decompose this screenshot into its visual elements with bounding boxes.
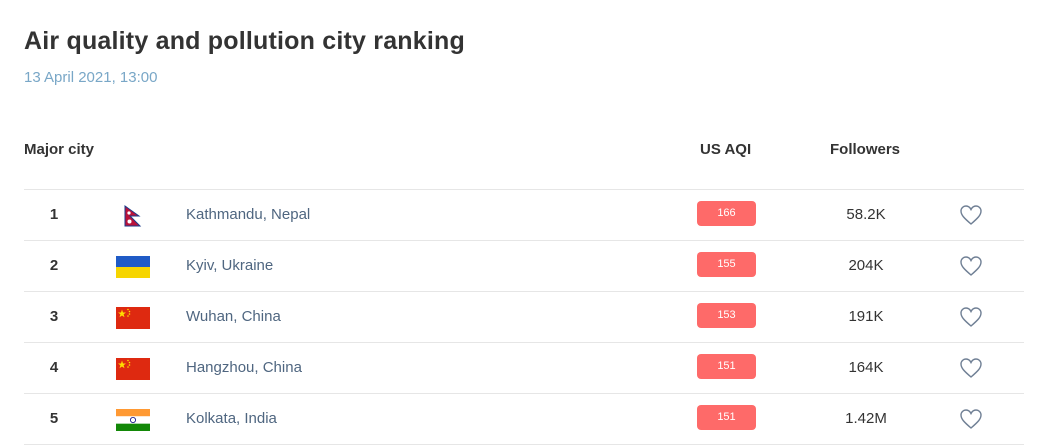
followers-count: 58.2K <box>846 206 886 223</box>
city-name[interactable]: Wuhan, China <box>186 308 281 325</box>
china-flag-icon <box>116 358 150 380</box>
city-name[interactable]: Kathmandu, Nepal <box>186 206 311 223</box>
heart-icon[interactable] <box>959 306 983 328</box>
table-row: 1 Kathmandu, Nepal 166 58.2K <box>24 189 1024 240</box>
followers-count: 1.42M <box>845 410 887 427</box>
ranking-table: 1 Kathmandu, Nepal 166 58.2K 2 Kyiv, Ukr… <box>24 189 1024 445</box>
aqi-badge: 155 <box>697 252 756 277</box>
table-row: 4 Hangzhou, China 151 164K <box>24 342 1024 393</box>
table-row: 5 Kolkata, India 151 1.42M <box>24 393 1024 445</box>
city-name[interactable]: Hangzhou, China <box>186 359 302 376</box>
followers-count: 204K <box>848 257 884 274</box>
aqi-badge: 166 <box>697 201 756 226</box>
ukraine-flag-icon <box>116 256 150 278</box>
rank-number: 2 <box>49 257 59 274</box>
city-name[interactable]: Kyiv, Ukraine <box>186 257 274 274</box>
city-name[interactable]: Kolkata, India <box>186 410 277 427</box>
aqi-badge: 151 <box>697 405 756 430</box>
aqi-badge: 151 <box>697 354 756 379</box>
rank-number: 1 <box>49 206 59 223</box>
column-header-followers: Followers <box>830 141 901 158</box>
table-header: Major city US AQI Followers <box>24 141 1024 161</box>
heart-icon[interactable] <box>959 204 983 226</box>
heart-icon[interactable] <box>959 357 983 379</box>
china-flag-icon <box>116 307 150 329</box>
heart-icon[interactable] <box>959 255 983 277</box>
table-row: 3 Wuhan, China 153 191K <box>24 291 1024 342</box>
followers-count: 191K <box>848 308 884 325</box>
rank-number: 4 <box>49 359 59 376</box>
ranking-date: 13 April 2021, 13:00 <box>24 69 158 86</box>
rank-number: 5 <box>49 410 59 427</box>
table-row: 2 Kyiv, Ukraine 155 204K <box>24 240 1024 291</box>
column-header-aqi: US AQI <box>700 141 752 158</box>
india-flag-icon <box>116 409 150 431</box>
column-header-city: Major city <box>24 141 95 158</box>
page-title: Air quality and pollution city ranking <box>24 27 465 55</box>
nepal-flag-icon <box>124 205 142 227</box>
followers-count: 164K <box>848 359 884 376</box>
rank-number: 3 <box>49 308 59 325</box>
aqi-badge: 153 <box>697 303 756 328</box>
heart-icon[interactable] <box>959 408 983 430</box>
